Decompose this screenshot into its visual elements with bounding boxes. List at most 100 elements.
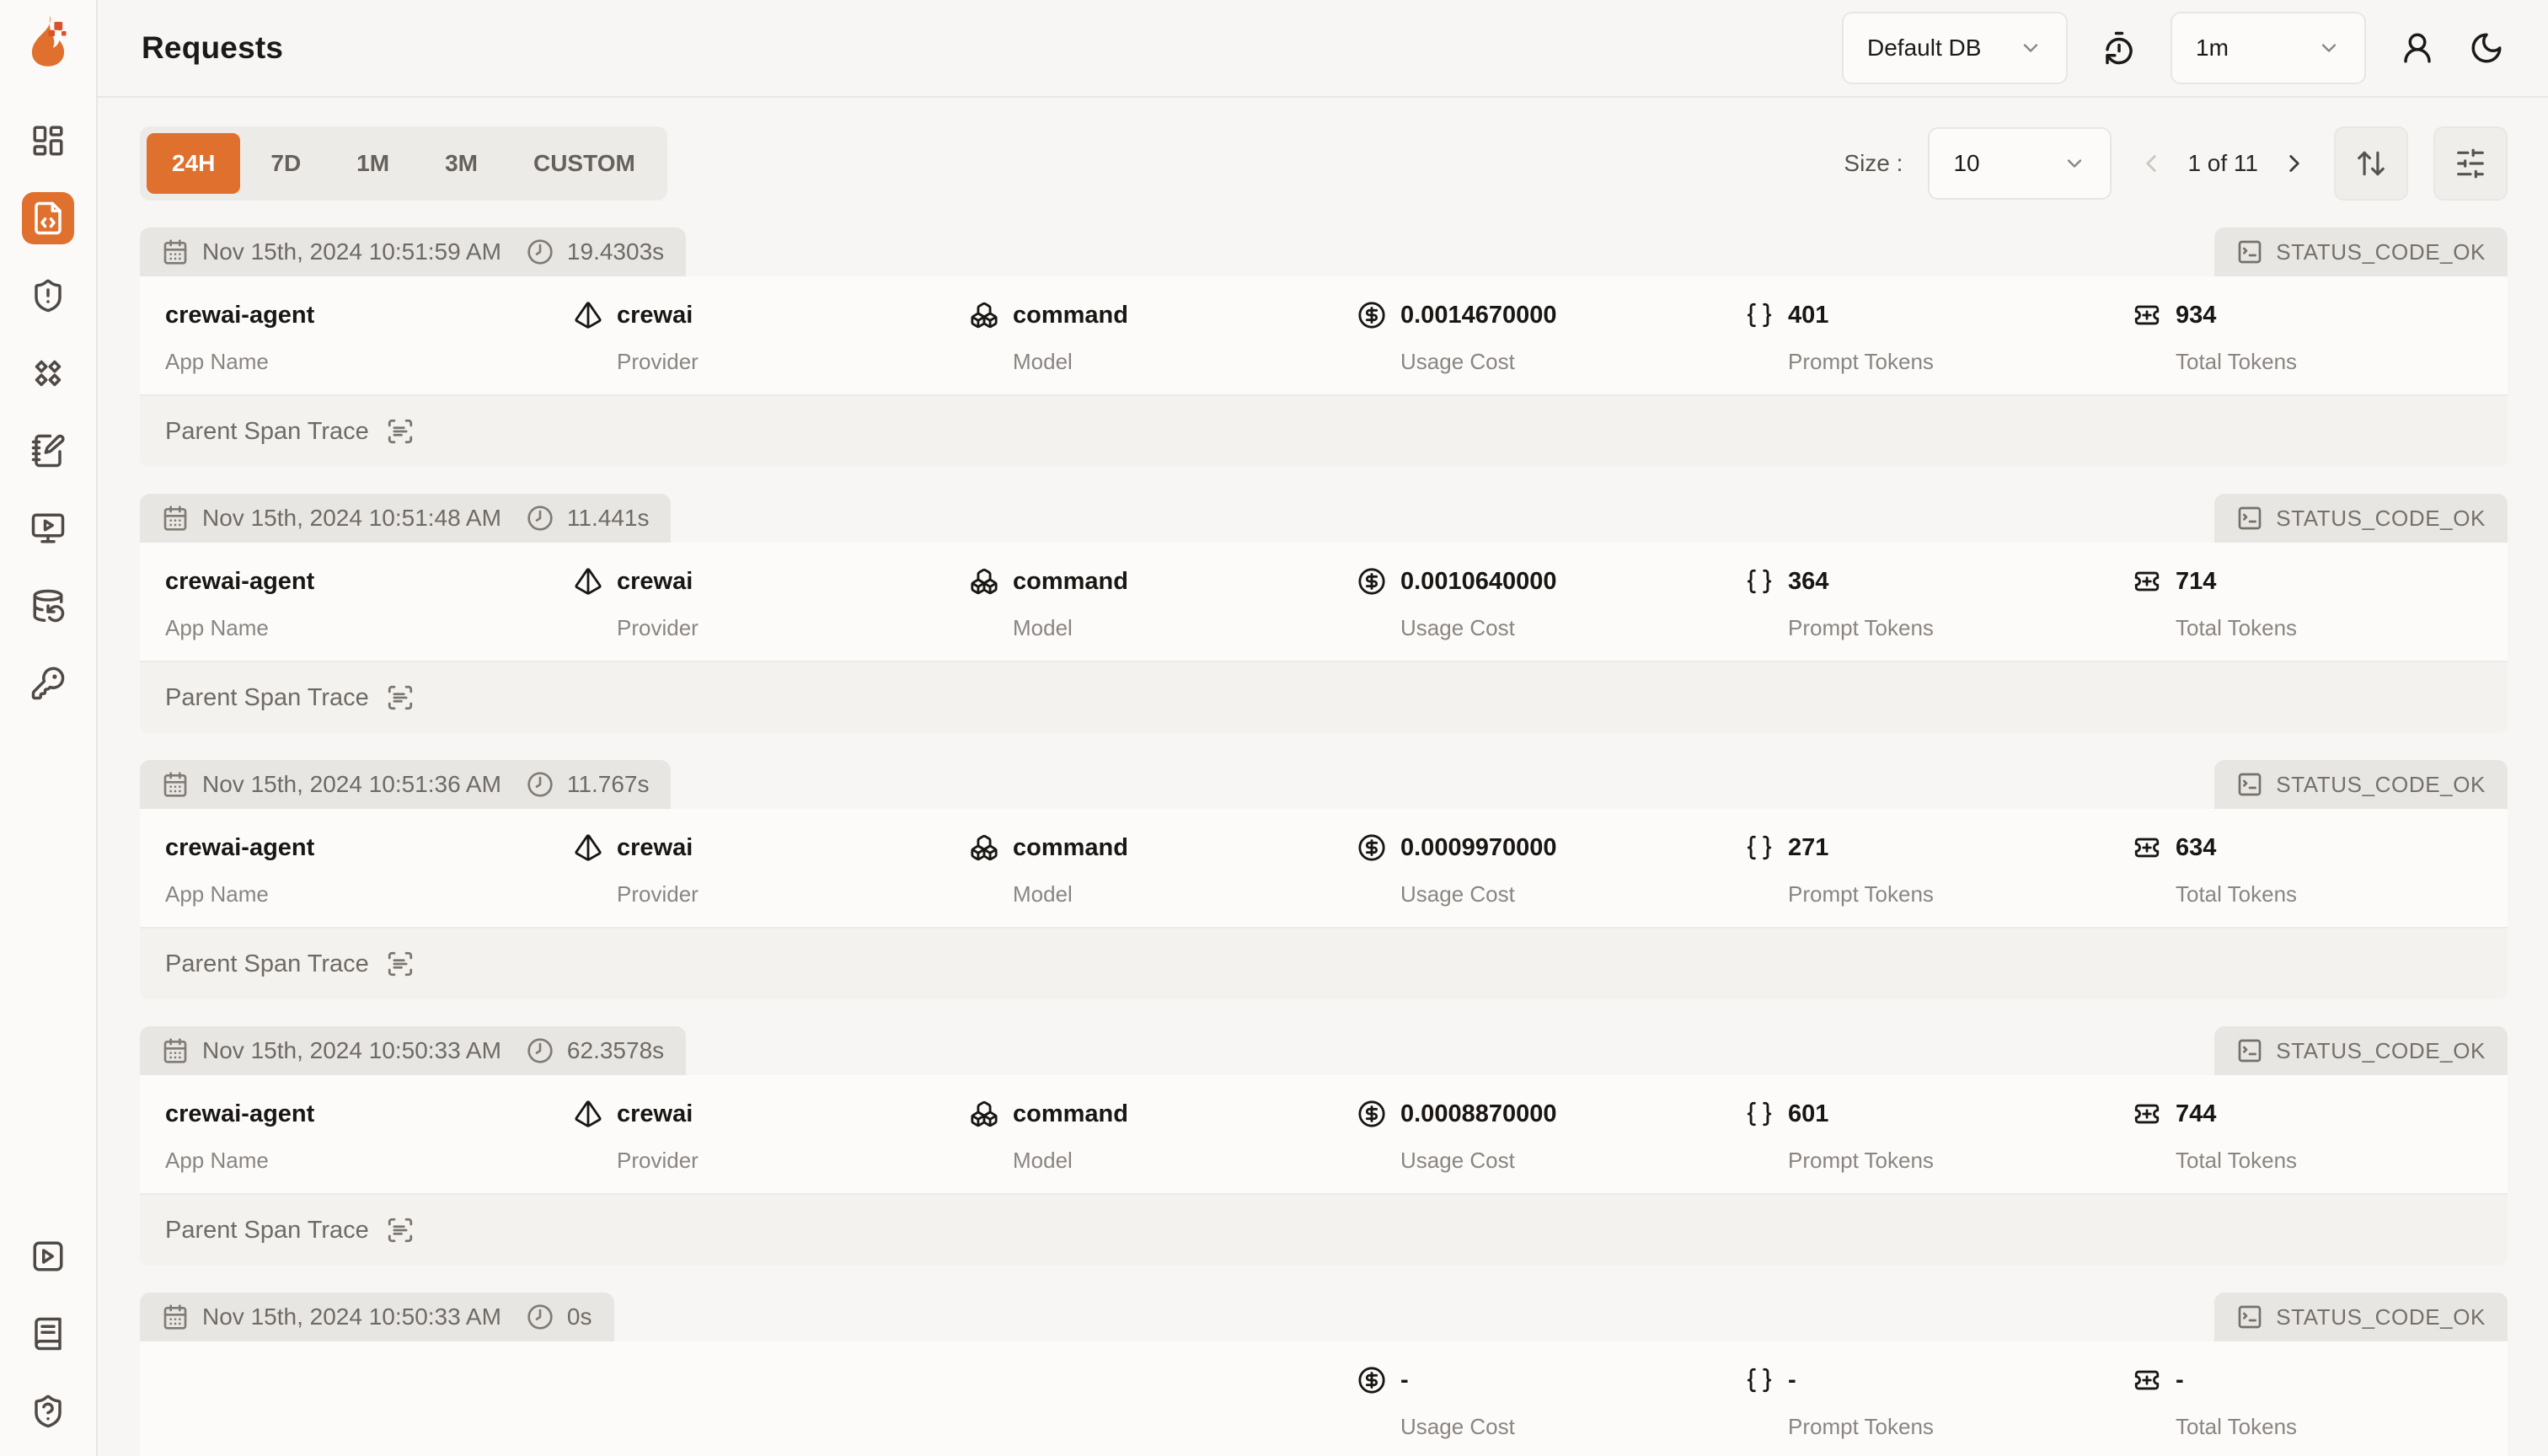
field-app-name: crewai-agent App Name [165, 1098, 574, 1174]
chevron-down-icon [2023, 44, 2038, 52]
filter-button[interactable] [2433, 126, 2508, 201]
previous-page-button[interactable] [2137, 149, 2165, 178]
request-fields: crewai-agent App Name crewai Provider co… [140, 809, 2508, 927]
refresh-timer-button[interactable] [2101, 30, 2137, 66]
refresh-interval-value: 1m [2196, 35, 2229, 61]
request-card[interactable]: Nov 15th, 2024 10:51:36 AM 11.767s STATU… [140, 760, 2508, 999]
parent-span-trace-label: Parent Span Trace [165, 1216, 369, 1244]
parent-span-trace-label: Parent Span Trace [165, 683, 369, 711]
field-model: command Model [970, 299, 1357, 375]
tab-custom[interactable]: CUSTOM [533, 150, 635, 176]
profile-button[interactable] [2400, 30, 2435, 66]
calendar-icon [163, 772, 187, 797]
main-area: Requests Default DB 1m [98, 0, 2548, 1456]
sidebar-item-demo-video[interactable] [22, 1230, 74, 1282]
request-card[interactable]: Nov 15th, 2024 10:50:33 AM 62.3578s STAT… [140, 1026, 2508, 1266]
parent-span-trace-label: Parent Span Trace [165, 417, 369, 445]
scan-text-icon [388, 685, 412, 710]
pyramid-icon [575, 834, 602, 861]
pyramid-icon [575, 302, 602, 329]
request-duration: 11.767s [566, 771, 650, 797]
refresh-interval-select[interactable]: 1m [2171, 12, 2366, 84]
sidebar-item-api-keys[interactable] [22, 657, 74, 709]
sidebar-item-support[interactable] [22, 1385, 74, 1437]
braces-icon [1747, 835, 1772, 860]
prompt-tokens-label: Prompt Tokens [1788, 1414, 1934, 1439]
parent-span-trace-link[interactable]: Parent Span Trace [140, 394, 2508, 467]
model-label: Model [1013, 349, 1073, 374]
page-size-select[interactable]: 10 [1928, 127, 2112, 200]
status-text: STATUS_CODE_OK [2276, 1037, 2486, 1063]
total-tokens-value: 744 [2176, 1100, 2217, 1127]
circle-dollar-icon [1358, 1100, 1385, 1127]
prompt-tokens-value: - [1788, 1366, 1796, 1394]
card-header: Nov 15th, 2024 10:51:36 AM 11.767s STATU… [140, 760, 2508, 809]
dark-mode-toggle[interactable] [2469, 30, 2504, 66]
field-total-tokens: 714 Total Tokens [2133, 565, 2508, 641]
app-name-label: App Name [165, 349, 269, 374]
sidebar-item-docs[interactable] [22, 1308, 74, 1360]
sidebar-item-openground[interactable] [22, 502, 74, 554]
field-app-name: crewai-agent App Name [165, 832, 574, 907]
request-card[interactable]: Nov 15th, 2024 10:51:48 AM 11.441s STATU… [140, 494, 2508, 733]
clock-icon [527, 772, 553, 797]
parent-span-trace-link[interactable]: Parent Span Trace [140, 927, 2508, 999]
page-indicator: 1 of 11 [2187, 150, 2258, 176]
terminal-icon [2238, 506, 2262, 530]
sidebar-item-prompts[interactable] [22, 347, 74, 399]
database-select[interactable]: Default DB [1842, 12, 2068, 84]
terminal-icon [2238, 1305, 2262, 1329]
parent-span-trace-label: Parent Span Trace [165, 950, 369, 977]
request-card[interactable]: Nov 15th, 2024 10:50:33 AM 0s STATUS_COD… [140, 1293, 2508, 1456]
usage-cost-label: Usage Cost [1400, 1148, 1515, 1173]
usage-cost-label: Usage Cost [1400, 349, 1515, 374]
chevron-down-icon [2068, 159, 2082, 168]
key-icon [31, 666, 65, 700]
tab-3m[interactable]: 3M [445, 150, 478, 176]
page-title: Requests [142, 30, 284, 65]
usage-cost-label: Usage Cost [1400, 881, 1515, 907]
field-model: command Model [970, 565, 1357, 641]
prompt-tokens-label: Prompt Tokens [1788, 349, 1934, 374]
field-total-tokens: - Total Tokens [2133, 1364, 2508, 1440]
sidebar-item-exceptions[interactable] [22, 270, 74, 322]
parent-span-trace-link[interactable]: Parent Span Trace [140, 1193, 2508, 1266]
provider-value: crewai [617, 833, 693, 861]
tab-7d[interactable]: 7D [270, 150, 302, 176]
next-page-button[interactable] [2280, 149, 2309, 178]
sidebar-item-requests[interactable] [22, 192, 74, 244]
parent-span-trace-link[interactable]: Parent Span Trace [140, 661, 2508, 733]
content-header: 24H 7D 1M 3M CUSTOM Size : 10 [140, 126, 2508, 201]
field-model: command Model [970, 1098, 1357, 1174]
sidebar-bottom-nav [22, 1230, 74, 1437]
card-body: crewai-agent App Name crewai Provider co… [140, 1075, 2508, 1266]
sort-button[interactable] [2334, 126, 2408, 201]
sidebar-item-vault[interactable] [22, 425, 74, 477]
field-prompt-tokens: 364 Prompt Tokens [1745, 565, 2133, 641]
app-name-label: App Name [165, 881, 269, 907]
sidebar-item-dashboard[interactable] [22, 115, 74, 167]
boxes-icon [971, 568, 998, 595]
provider-value: crewai [617, 301, 693, 329]
sort-arrows-icon [2358, 151, 2385, 176]
timer-reset-icon [2106, 31, 2133, 65]
boxes-icon [971, 834, 998, 861]
tab-24h[interactable]: 24H [147, 133, 241, 194]
field-provider: crewai Provider [574, 832, 970, 907]
ticket-icon [2134, 1104, 2160, 1124]
model-value: command [1013, 567, 1128, 595]
app-name-value: crewai-agent [165, 1100, 315, 1127]
prompt-tokens-label: Prompt Tokens [1788, 1148, 1934, 1173]
total-tokens-value: 634 [2176, 833, 2217, 861]
notebook-pen-icon [31, 434, 65, 468]
request-card[interactable]: Nov 15th, 2024 10:51:59 AM 19.4303s STAT… [140, 228, 2508, 467]
card-header: Nov 15th, 2024 10:51:59 AM 19.4303s STAT… [140, 228, 2508, 276]
card-header: Nov 15th, 2024 10:51:48 AM 11.441s STATU… [140, 494, 2508, 543]
tab-1m[interactable]: 1M [356, 150, 390, 176]
status-text: STATUS_CODE_OK [2276, 238, 2486, 265]
sidebar-item-databases[interactable] [22, 580, 74, 632]
card-body: crewai-agent App Name crewai Provider co… [140, 543, 2508, 733]
field-model: command Model [970, 832, 1357, 907]
model-value: command [1013, 1100, 1128, 1127]
